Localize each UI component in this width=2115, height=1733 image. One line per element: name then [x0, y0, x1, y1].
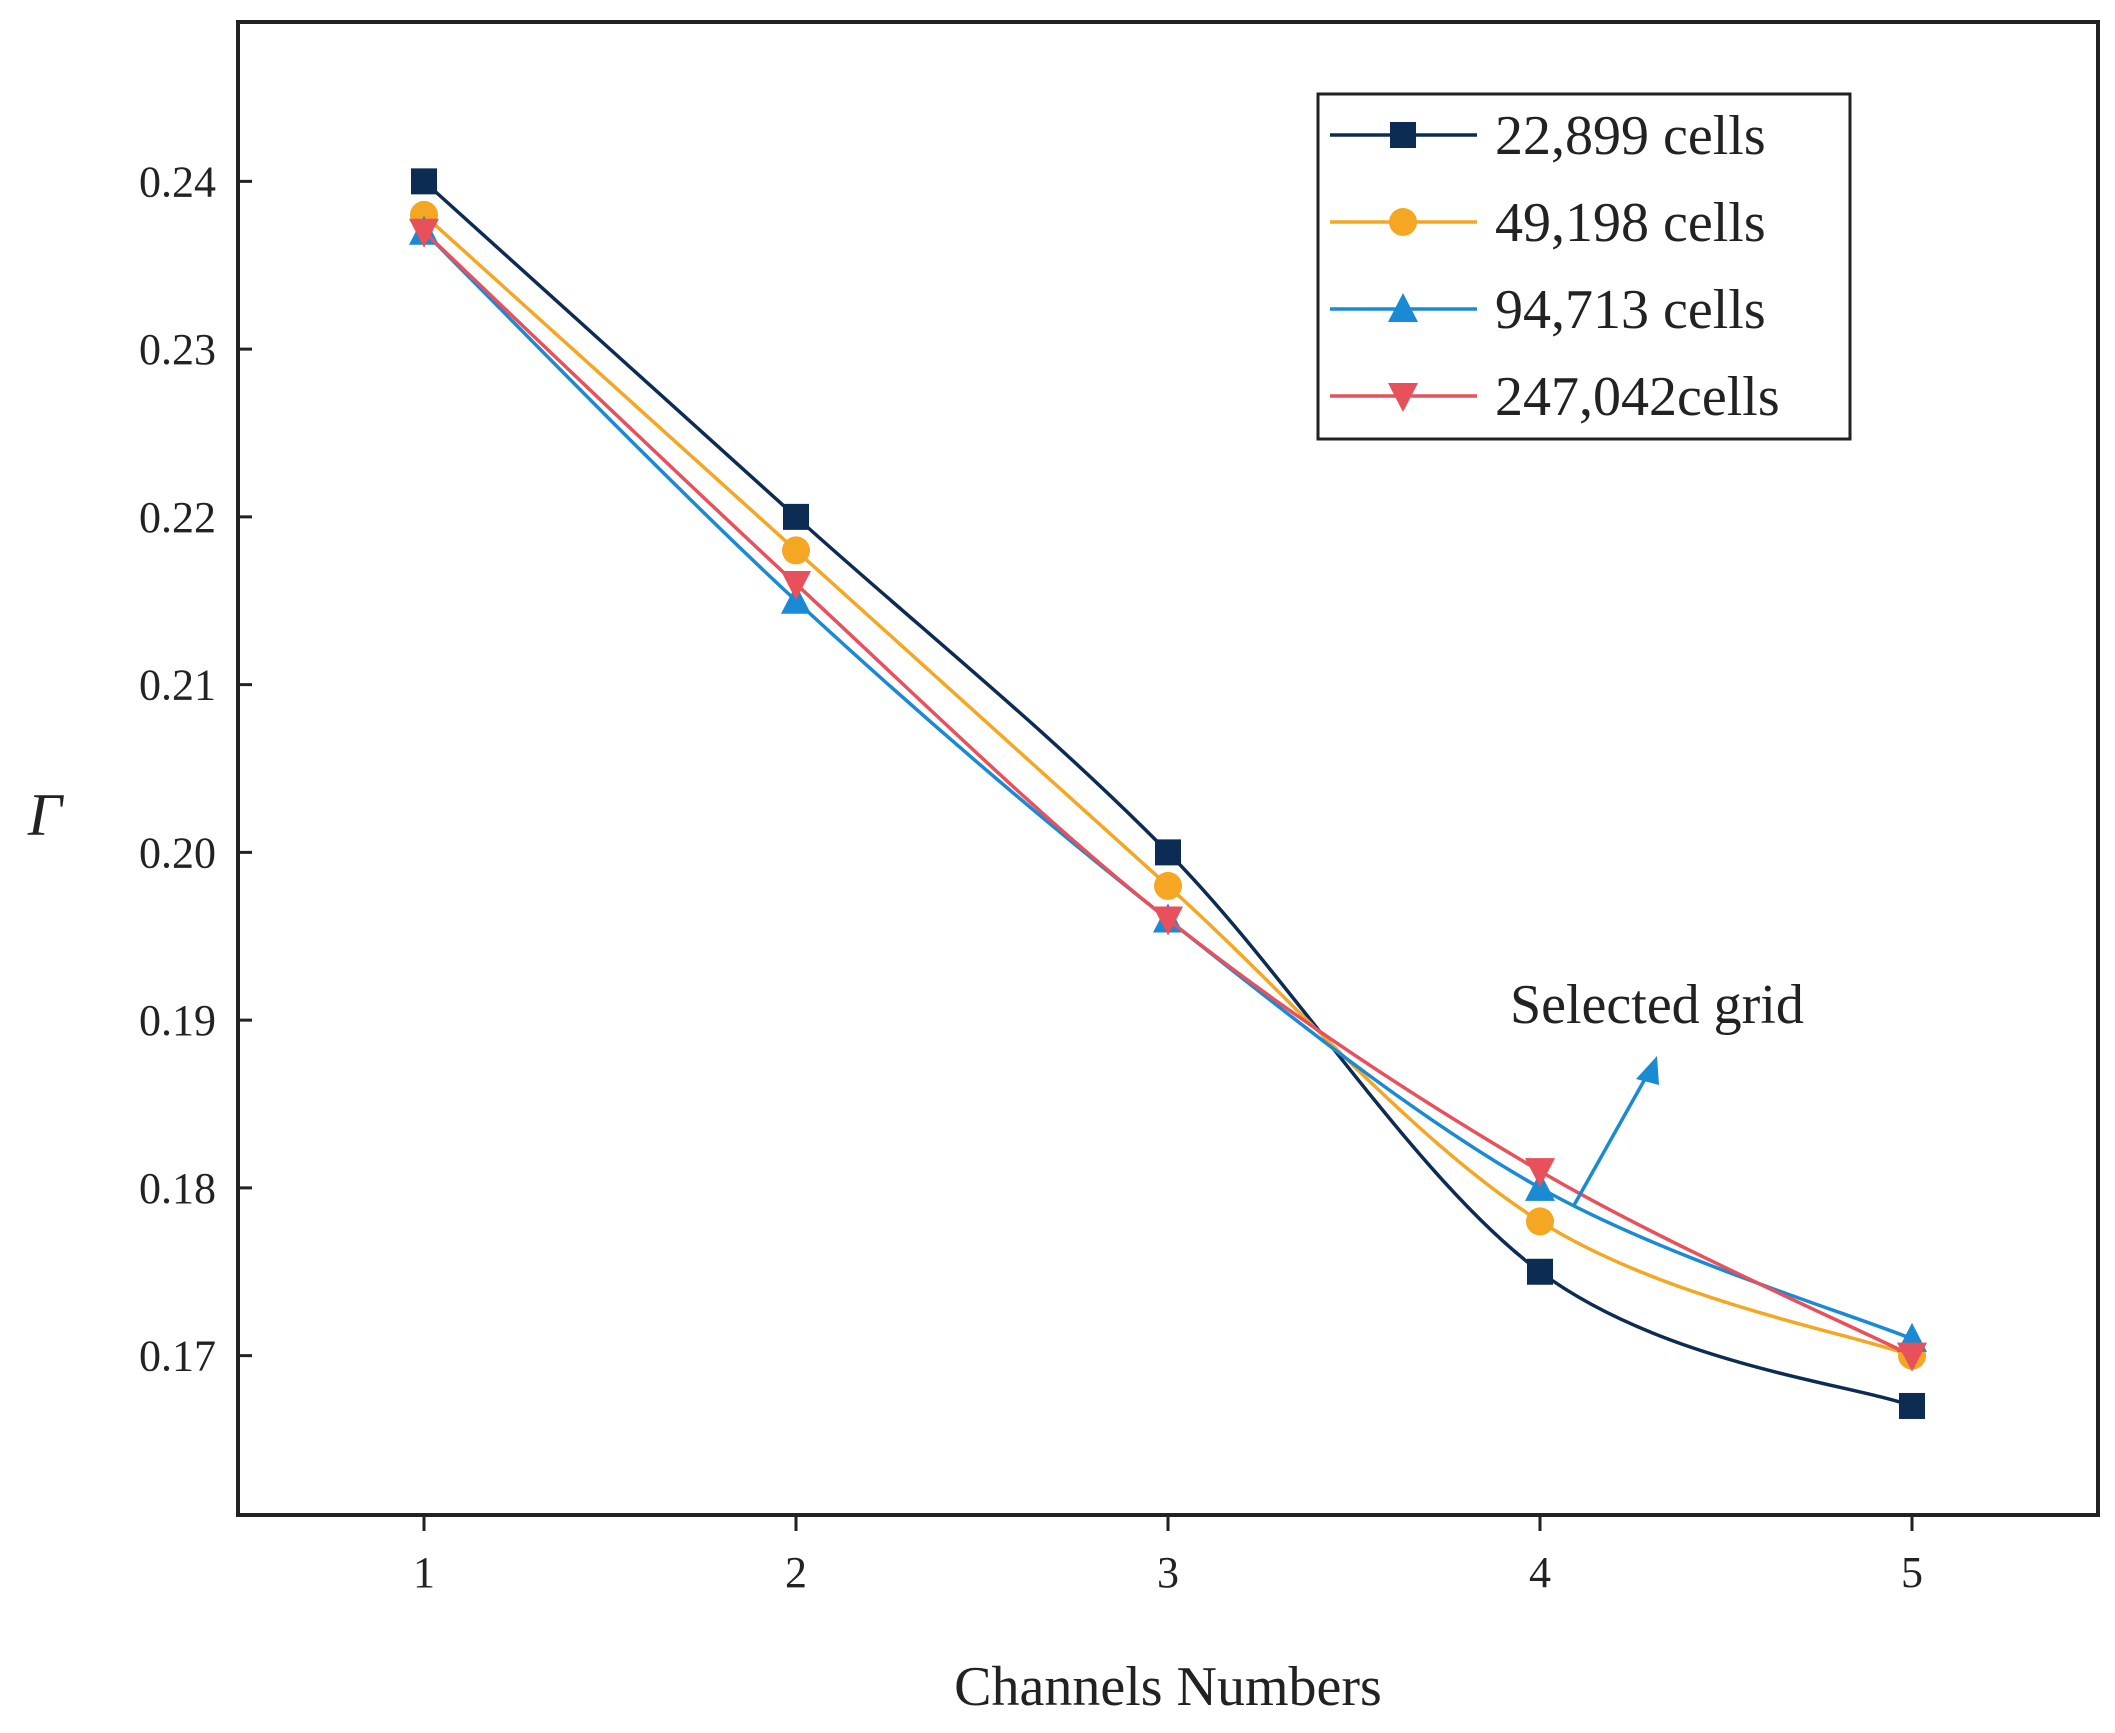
legend-items: 22,899 cells 49,198 cells 94,713 cells 247,… — [1330, 105, 1780, 428]
data-point — [1154, 871, 1182, 900]
data-point — [1155, 839, 1181, 866]
data-point — [1527, 1258, 1553, 1285]
legend-item-4: 247,042cells — [1330, 366, 1780, 428]
annotation-arrowhead — [1636, 1056, 1659, 1085]
data-point — [1526, 1207, 1554, 1236]
data-point — [783, 503, 809, 530]
legend-marker — [1388, 383, 1418, 412]
legend-item-3: 94,713 cells — [1330, 279, 1766, 341]
data-point — [1153, 906, 1183, 936]
y-tick-label: 0.21 — [139, 661, 216, 710]
annotation-text: Selected grid — [1510, 974, 1804, 1036]
series-layer — [409, 168, 1927, 1419]
y-axis-label: Γ — [27, 782, 65, 848]
x-tick-label: 3 — [1157, 1548, 1179, 1597]
x-tick-label: 4 — [1529, 1548, 1551, 1597]
legend-label: 22,899 cells — [1495, 105, 1766, 167]
data-point — [411, 168, 437, 195]
x-axis-label: Channels Numbers — [954, 1656, 1382, 1718]
legend-item-2: 49,198 cells — [1330, 192, 1766, 254]
annotation: Selected grid — [1510, 974, 1804, 1208]
data-point — [1897, 1342, 1927, 1372]
y-tick-label: 0.20 — [139, 828, 216, 877]
x-tick-label: 1 — [413, 1548, 435, 1597]
y-tick-label: 0.23 — [139, 325, 216, 374]
data-point — [1899, 1392, 1925, 1419]
y-tick-label: 0.22 — [139, 493, 216, 542]
y-tick-label: 0.18 — [139, 1164, 216, 1213]
legend-box — [1316, 92, 1852, 441]
legend-label: 49,198 cells — [1495, 192, 1766, 254]
x-tick-label: 5 — [1901, 1548, 1923, 1597]
y-tick-label: 0.19 — [139, 996, 216, 1045]
legend-marker — [1390, 122, 1416, 148]
x-tick-label: 2 — [785, 1548, 807, 1597]
y-tick-label: 0.17 — [139, 1332, 216, 1381]
legend-item-1: 22,899 cells — [1330, 105, 1766, 167]
legend: 22,899 cells 49,198 cells 94,713 cells 247,… — [1316, 92, 1852, 441]
data-point — [409, 218, 439, 248]
series-1 — [411, 168, 1925, 1419]
y-axis-ticks: 0.17 0.18 0.19 0.20 0.21 0.22 0.23 0.24 — [139, 157, 252, 1381]
legend-label: 247,042cells — [1495, 366, 1780, 428]
data-point — [1525, 1158, 1555, 1188]
data-point — [782, 536, 810, 565]
data-point — [781, 570, 811, 600]
annotation-arrow — [1571, 1069, 1652, 1208]
legend-marker — [1388, 293, 1418, 322]
legend-marker — [1389, 208, 1417, 236]
legend-label: 94,713 cells — [1495, 279, 1766, 341]
series-4 — [409, 218, 1927, 1372]
y-tick-label: 0.24 — [139, 157, 216, 206]
x-axis-ticks: 1 2 3 4 5 — [413, 1515, 1923, 1597]
